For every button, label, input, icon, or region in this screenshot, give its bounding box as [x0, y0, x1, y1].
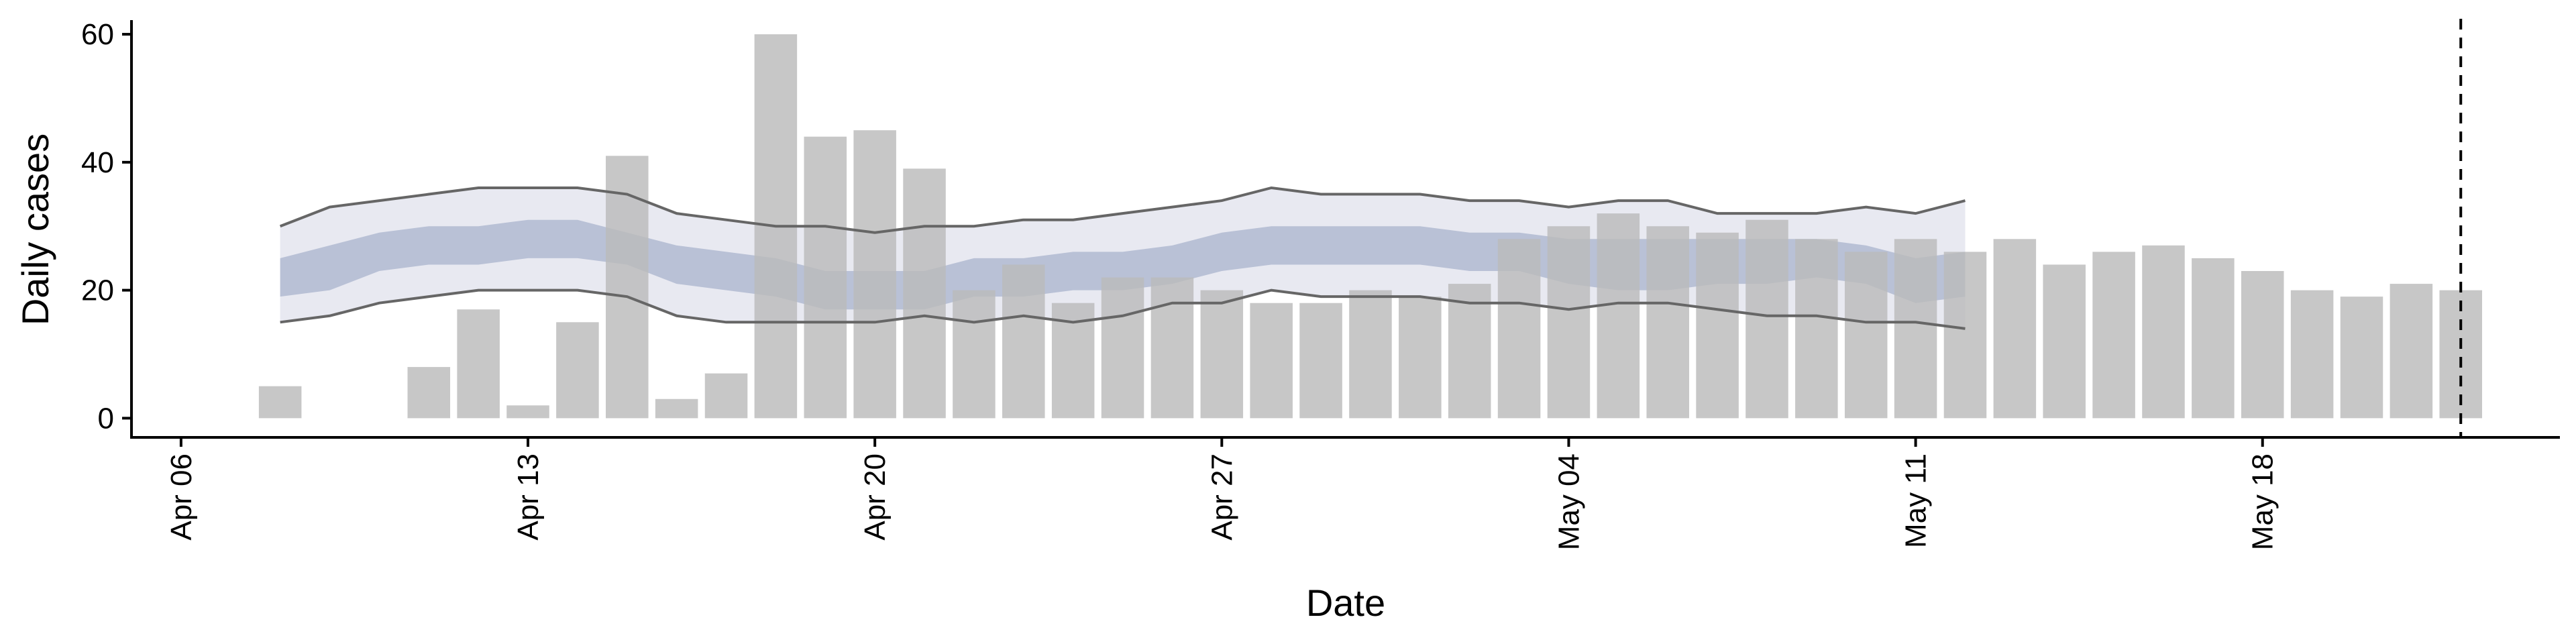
- bar: [1250, 303, 1293, 419]
- bar: [2092, 252, 2135, 419]
- bar: [457, 309, 500, 419]
- bar: [506, 405, 549, 419]
- bar: [853, 130, 896, 419]
- y-tick-label: 20: [81, 274, 114, 307]
- x-tick-label: Apr 27: [1205, 453, 1238, 541]
- y-axis-title: Daily cases: [14, 133, 56, 325]
- bar: [953, 290, 996, 419]
- bar: [1894, 239, 1937, 419]
- bar: [1448, 284, 1491, 419]
- bar: [2043, 264, 2086, 419]
- x-tick-label: Apr 06: [165, 453, 198, 541]
- x-tick-label: May 04: [1552, 453, 1585, 550]
- x-tick-label: May 18: [2247, 453, 2279, 550]
- bar: [1844, 252, 1888, 419]
- bar: [1547, 226, 1591, 419]
- bar: [704, 373, 748, 419]
- bar: [1795, 239, 1838, 419]
- bar: [2340, 297, 2383, 419]
- x-axis-title: Date: [1306, 582, 1385, 624]
- inner-band-area: [280, 219, 1966, 310]
- bar: [1993, 239, 2037, 419]
- y-tick-label: 40: [81, 146, 114, 179]
- bar: [2192, 258, 2235, 419]
- bar: [556, 322, 599, 419]
- bar: [407, 367, 451, 419]
- bar: [2241, 271, 2284, 419]
- bar: [1150, 277, 1194, 419]
- bar: [1200, 290, 1244, 419]
- x-tick-label: Apr 13: [512, 453, 545, 541]
- forecast-inner-band: [280, 219, 1966, 310]
- bar: [1399, 297, 1442, 419]
- bar: [1597, 213, 1640, 419]
- lower-bound-line: [280, 288, 1966, 330]
- upper-bound-line: [279, 186, 1966, 234]
- axes: [130, 20, 2560, 439]
- bar: [258, 386, 302, 419]
- bar: [804, 136, 847, 419]
- bar: [1696, 232, 1739, 419]
- bar: [1349, 290, 1392, 419]
- bar: [2290, 290, 2334, 419]
- bar: [1646, 226, 1689, 419]
- bar: [2142, 245, 2185, 419]
- y-ticks: 0 20 40 60: [81, 18, 131, 435]
- bar-series: [258, 34, 2483, 419]
- bar: [903, 168, 946, 419]
- bar: [1101, 277, 1144, 419]
- x-tick-label: May 11: [1900, 453, 1933, 548]
- x-ticks: Apr 06 Apr 13 Apr 20 Apr 27 May 04 May 11 May …: [165, 437, 2279, 550]
- forecast-bound-lines: [279, 186, 1966, 330]
- bar: [1299, 303, 1342, 419]
- bar: [2390, 284, 2433, 419]
- x-tick-label: Apr 20: [859, 453, 892, 541]
- bar: [1746, 219, 1788, 419]
- bar: [655, 398, 698, 419]
- bar: [1002, 264, 1045, 419]
- bar: [1497, 239, 1541, 419]
- y-tick-label: 0: [98, 402, 114, 435]
- bar: [1943, 252, 1987, 419]
- y-tick-label: 60: [81, 18, 114, 51]
